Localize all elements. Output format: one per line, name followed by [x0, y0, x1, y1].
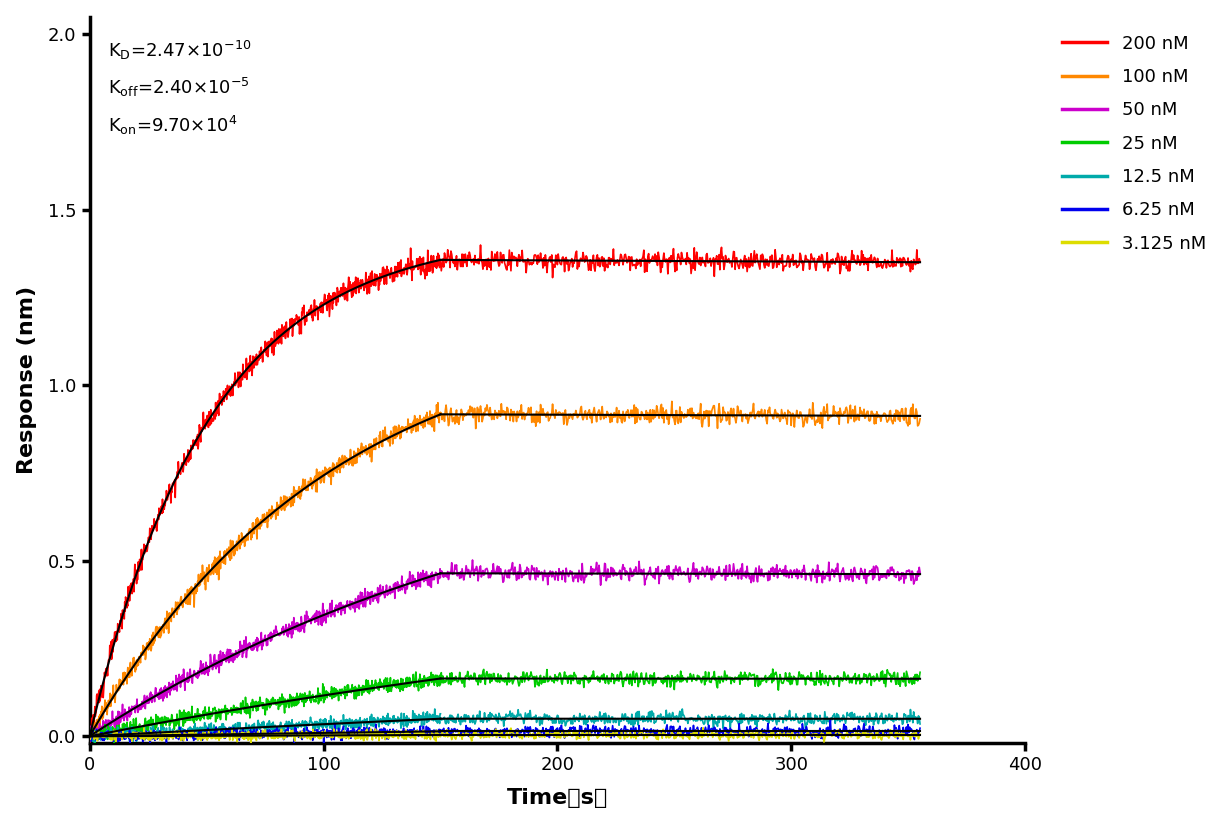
Text: K$_\mathregular{D}$=2.47×10$^{\mathregular{-10}}$
K$_\mathregular{off}$=2.40×10$: K$_\mathregular{D}$=2.47×10$^{\mathregul… — [108, 39, 251, 137]
X-axis label: Time（s）: Time（s） — [506, 789, 609, 808]
Y-axis label: Response (nm): Response (nm) — [17, 286, 37, 474]
Legend: 200 nM, 100 nM, 50 nM, 25 nM, 12.5 nM, 6.25 nM, 3.125 nM: 200 nM, 100 nM, 50 nM, 25 nM, 12.5 nM, 6… — [1053, 26, 1215, 262]
